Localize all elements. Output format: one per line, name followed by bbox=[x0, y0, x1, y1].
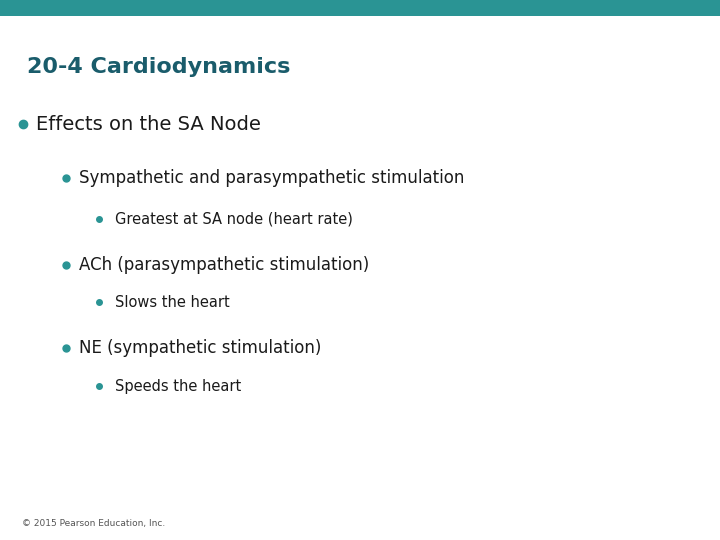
Text: 20-4 Cardiodynamics: 20-4 Cardiodynamics bbox=[27, 57, 291, 77]
Text: © 2015 Pearson Education, Inc.: © 2015 Pearson Education, Inc. bbox=[22, 519, 165, 528]
Text: Slows the heart: Slows the heart bbox=[115, 295, 230, 310]
Bar bbox=[0, 0, 720, 16]
Text: ACh (parasympathetic stimulation): ACh (parasympathetic stimulation) bbox=[79, 255, 369, 274]
Text: Greatest at SA node (heart rate): Greatest at SA node (heart rate) bbox=[115, 211, 353, 226]
Text: Speeds the heart: Speeds the heart bbox=[115, 379, 241, 394]
Text: Effects on the SA Node: Effects on the SA Node bbox=[36, 114, 261, 134]
Text: NE (sympathetic stimulation): NE (sympathetic stimulation) bbox=[79, 339, 322, 357]
Text: Sympathetic and parasympathetic stimulation: Sympathetic and parasympathetic stimulat… bbox=[79, 169, 464, 187]
